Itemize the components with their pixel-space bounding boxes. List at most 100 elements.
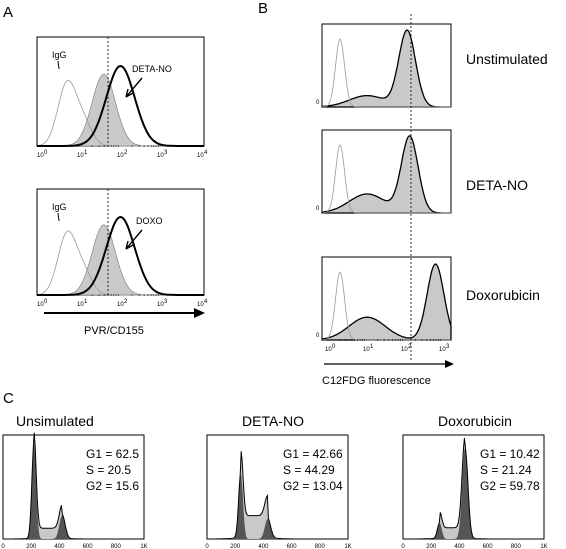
panel-b-plot-3-zero: 0 (316, 333, 320, 339)
panel-a-plot-2-igg-tick (57, 212, 60, 222)
panel-c-plot-1-tick-4: 800 (111, 544, 122, 549)
a1-ticks-decade-0: 10 (37, 153, 44, 159)
a2-ticks-decade-3: 10 (157, 302, 164, 308)
panel-a-plot-2-isotype-histogram (37, 224, 204, 296)
panel-b-plot-2-zero: 0 (316, 206, 320, 212)
panel-c-plot-3-s: S = 21.24 (480, 463, 532, 477)
panel-a-plot-2-treated-label: DOXO (136, 216, 163, 226)
panel-b-x-ticks: 10 0 10 1 10 2 10 3 (325, 339, 450, 353)
panel-c-plot-1-tick-0: 0 (1, 544, 5, 549)
panel-c-plot-1-g2: G2 = 15.6 (86, 479, 139, 493)
panel-c-plot-1-g1: G1 = 62.5 (86, 447, 139, 461)
panel-b-plot-1-frame (321, 23, 452, 108)
b3-ticks-decade-0: 10 (325, 347, 332, 353)
panel-b: 0 0 0 10 0 10 1 10 2 10 3 Unstimulated DETA-NO … (316, 14, 548, 387)
panel-c-plot-3-tick-3: 600 (483, 544, 494, 549)
panel-b-xlabel: C12FDG fluorescence (322, 375, 431, 387)
b3-ticks-exponent-1: 1 (370, 344, 374, 350)
panel-c-plot-1-tick-5: 1K (140, 544, 147, 549)
a1-ticks-exponent-2: 2 (124, 150, 128, 156)
panel-b-plot-1-histogram (321, 29, 451, 108)
panel-b-row-doxorubicin: Doxorubicin (466, 287, 540, 303)
panel-c-plot-3-x-ticks: 0 200 400 600 800 1K (401, 544, 547, 549)
panel-a-plot-2-igg-label: IgG (52, 202, 67, 212)
panel-a-label: A (3, 4, 13, 21)
panel-c: Unsimulated DETA-NO Doxorubicin G1 = 62.… (1, 413, 547, 549)
panel-b-row-deta-no: DETA-NO (466, 177, 528, 193)
b3-ticks-exponent-2: 2 (408, 344, 412, 350)
panel-c-plot-3-tick-4: 800 (511, 544, 522, 549)
panel-b-label: B (258, 0, 268, 17)
a1-ticks-decade-4: 10 (197, 153, 204, 159)
a2-ticks-decade-2: 10 (117, 302, 124, 308)
b3-ticks-decade-1: 10 (363, 347, 370, 353)
a1-ticks-exponent-4: 4 (204, 150, 208, 156)
panel-a-x-arrowhead (194, 308, 205, 318)
panel-c-plot-1-fit-line (3, 432, 144, 540)
panel-b-row-unstimulated: Unstimulated (466, 51, 548, 67)
panel-c-plot-3-g2: G2 = 59.78 (480, 479, 540, 493)
panel-c-plot-3-fit-line (403, 437, 544, 540)
panel-b-plot-1-zero: 0 (316, 100, 320, 106)
panel-c-plot-3-tick-1: 200 (426, 544, 437, 549)
panel-c-plot-3-histogram (403, 437, 544, 540)
panel-c-plot-2-x-ticks: 0 200 400 600 800 1K (205, 544, 351, 549)
panel-a-plot-1-isotype-histogram (37, 73, 204, 147)
panel-c-plot-1-tick-3: 600 (83, 544, 94, 549)
panel-c-label: C (3, 390, 14, 407)
panel-b-plot-2-histogram (321, 135, 451, 214)
panel-c-plot-3-tick-5: 1K (540, 544, 547, 549)
panel-c-plot-3-tick-2: 400 (454, 544, 465, 549)
b3-ticks-decade-2: 10 (401, 347, 408, 353)
a2-ticks-exponent-1: 1 (84, 299, 88, 305)
panel-c-plot-1-tick-1: 200 (26, 544, 37, 549)
panel-c-plot-2-g1: G1 = 42.66 (283, 447, 343, 461)
panel-a-plot-1-igg-label: IgG (52, 50, 67, 60)
panel-c-plot-1-tick-2: 400 (54, 544, 65, 549)
b3-ticks-decade-3: 10 (439, 347, 446, 353)
a1-ticks-decade-2: 10 (117, 153, 124, 159)
panel-c-plot-2-fit-line (207, 451, 348, 540)
panel-a-plot-1-x-ticks: 10 0 10 1 10 2 10 3 10 4 (37, 145, 208, 159)
panel-c-plot-2-tick-1: 200 (230, 544, 241, 549)
a2-ticks-exponent-3: 3 (164, 299, 168, 305)
panel-a-plot-1-arrow (125, 77, 143, 98)
panel-b-plot-2-control-histogram (321, 144, 451, 214)
panel-c-plot-1-title: Unsimulated (16, 413, 94, 429)
panel-a-xlabel: PVR/CD155 (84, 325, 144, 337)
panel-b-plot-3-control-histogram (321, 271, 451, 341)
a2-ticks-decade-0: 10 (37, 302, 44, 308)
panel-c-plot-1-x-ticks: 0 200 400 600 800 1K (1, 544, 147, 549)
panel-c-plot-2-tick-0: 0 (205, 544, 209, 549)
a1-ticks-exponent-0: 0 (44, 150, 48, 156)
panel-a-plot-1-treated-label: DETA-NO (132, 64, 172, 74)
a2-ticks-exponent-4: 4 (204, 299, 208, 305)
panel-a-plot-2-treated-histogram (37, 215, 204, 296)
panel-c-plot-1-s: S = 20.5 (86, 463, 131, 477)
panel-b-x-arrowhead (445, 360, 454, 368)
panel-c-plot-2-title: DETA-NO (242, 413, 304, 429)
panel-a-plot-1-treated-histogram (37, 64, 204, 147)
a1-ticks-decade-1: 10 (77, 153, 84, 159)
panel-c-plot-2-tick-4: 800 (315, 544, 326, 549)
b3-ticks-exponent-3: 3 (446, 344, 450, 350)
a2-ticks-decade-1: 10 (77, 302, 84, 308)
panel-a: IgG DETA-NO 10 0 10 1 10 2 10 3 10 4 IgG DOXO 10 0… (36, 36, 208, 337)
panel-a-plot-2-arrow (125, 229, 143, 250)
panel-a-plot-1-igg-tick (57, 60, 60, 70)
panel-c-plot-2-tick-5: 1K (344, 544, 351, 549)
panel-c-plot-2-g2: G2 = 13.04 (283, 479, 343, 493)
panel-c-plot-3-title: Doxorubicin (438, 413, 512, 429)
panel-c-plot-3-tick-0: 0 (401, 544, 405, 549)
panel-c-plot-3-g1: G1 = 10.42 (480, 447, 540, 461)
a2-ticks-exponent-2: 2 (124, 299, 128, 305)
panel-c-plot-2-g1-g2-peaks (207, 474, 348, 539)
panel-c-plot-3-g1-g2-peaks (403, 448, 544, 539)
panel-b-plot-3-histogram (321, 263, 452, 341)
a2-ticks-exponent-0: 0 (44, 299, 48, 305)
panel-c-plot-1-histogram (3, 432, 144, 540)
panel-c-plot-2-histogram (207, 451, 348, 540)
panel-c-plot-2-tick-3: 600 (287, 544, 298, 549)
a1-ticks-exponent-1: 1 (84, 150, 88, 156)
